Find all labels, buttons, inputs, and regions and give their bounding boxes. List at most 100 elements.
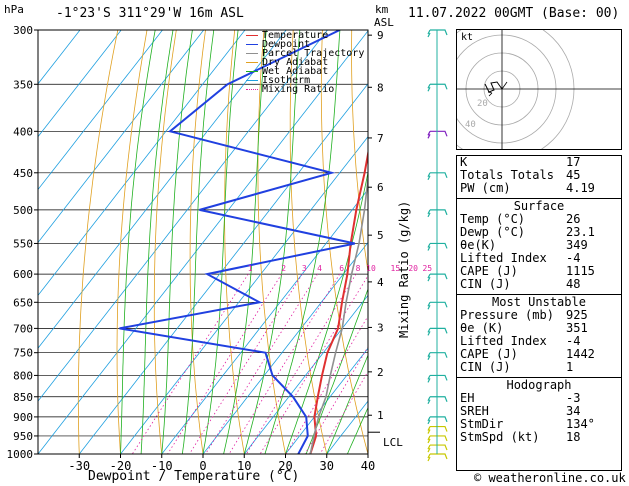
lcl-label: LCL xyxy=(383,436,403,449)
mu-value: -4 xyxy=(566,334,581,348)
legend-item: Parcel Trajectory xyxy=(246,49,364,59)
legend-item: Wet Adiabat xyxy=(246,67,364,77)
km-tick-label: 3 xyxy=(377,321,384,334)
mixing-ratio-line xyxy=(189,273,303,454)
hodo-value: 134° xyxy=(566,417,595,431)
surface-value: 26 xyxy=(566,212,581,226)
mu-label: θe (K) xyxy=(460,321,504,335)
km-axis-label: km xyxy=(375,3,389,16)
hodo-row: StmDir 134° xyxy=(457,418,621,431)
legend-swatch xyxy=(246,44,258,45)
surface-label: Lifted Index xyxy=(460,251,547,265)
index-row-k: K 17 xyxy=(457,156,621,169)
dry-adiabat-line xyxy=(189,30,206,454)
legend-label: Dewpoint xyxy=(262,39,311,50)
km-tick-label: 4 xyxy=(377,276,384,289)
isotherm-line xyxy=(161,188,368,454)
temperature-tick-label: 20 xyxy=(278,459,292,473)
temperature-tick-label: -10 xyxy=(151,459,173,473)
pressure-tick-label: 300 xyxy=(13,24,33,37)
km-tick-label: 8 xyxy=(377,81,384,94)
temperature-tick-label: -20 xyxy=(110,459,132,473)
wind-barb xyxy=(427,352,448,360)
legend-swatch xyxy=(246,35,258,36)
temperature-tick-label: 10 xyxy=(237,459,251,473)
surface-label: CIN (J) xyxy=(460,277,511,291)
wind-barb xyxy=(427,374,448,383)
hpa-axis-label: hPa xyxy=(4,3,24,16)
pressure-tick-label: 900 xyxy=(13,411,33,424)
surface-value: 23.1 xyxy=(566,225,595,239)
mixing-ratio-line xyxy=(285,315,368,454)
mixing-ratio-line xyxy=(304,346,368,454)
hodograph-kt-label: kt xyxy=(461,32,473,43)
mu-label: Lifted Index xyxy=(460,334,547,348)
hodo-label: SREH xyxy=(460,404,489,418)
isotherm-line xyxy=(285,347,368,454)
dry-adiabat-line xyxy=(320,30,368,454)
mu-value: 1442 xyxy=(566,347,595,361)
index-label: K xyxy=(460,155,468,169)
dry-adiabat-line xyxy=(351,30,368,275)
legend-swatch xyxy=(246,80,258,81)
wind-barb xyxy=(427,416,448,425)
isotherm-line xyxy=(38,30,246,297)
surface-table: Temp (°C) 26 Dewp (°C) 23.1 θe(K) 349 Lifte… xyxy=(457,213,621,291)
profile-dewpoint xyxy=(119,30,356,454)
hodo-value: -3 xyxy=(566,391,581,405)
mixing-ratio-axis-title: Mixing Ratio (g/kg) xyxy=(397,200,411,338)
mixing-ratio-label: 1 xyxy=(248,264,253,273)
profile-parcel-trajectory xyxy=(309,172,368,454)
dry-adiabat-line xyxy=(116,30,148,454)
surface-section-title: Surface xyxy=(457,198,621,213)
wind-barb xyxy=(427,130,448,139)
wind-barb xyxy=(427,425,448,434)
km-tick-label: 7 xyxy=(377,132,384,145)
index-value: 45 xyxy=(566,168,581,182)
pressure-tick-label: 750 xyxy=(13,347,33,360)
pressure-tick-label: 500 xyxy=(13,204,33,217)
pressure-tick-label: 550 xyxy=(13,237,33,250)
most-unstable-section-title: Most Unstable xyxy=(457,294,621,309)
pressure-tick-label: 400 xyxy=(13,125,33,138)
wind-barb xyxy=(427,172,448,181)
surface-value: 349 xyxy=(566,238,588,252)
pressure-tick-label: 350 xyxy=(13,78,33,91)
surface-label: Dewp (°C) xyxy=(460,225,526,239)
km-tick-label: 6 xyxy=(377,181,384,194)
hodograph-plot: kt 20 40 xyxy=(457,30,621,149)
datetime-title: 11.07.2022 00GMT (Base: 00) xyxy=(408,6,620,21)
temperature-tick-label: -30 xyxy=(68,459,90,473)
pressure-tick-label: 450 xyxy=(13,167,33,180)
surface-label: CAPE (J) xyxy=(460,264,518,278)
temperature-tick-label: 0 xyxy=(199,459,206,473)
pressure-tick-label: 950 xyxy=(13,430,33,443)
isotherm-line xyxy=(120,136,368,454)
hodo-label: StmDir xyxy=(460,417,504,431)
mixing-ratio-label: 15 xyxy=(391,264,401,273)
wind-barb xyxy=(427,327,448,336)
isotherm-line xyxy=(38,30,163,191)
isotherm-line xyxy=(38,30,205,244)
legend-item: Temperature xyxy=(246,31,364,41)
pressure-tick-label: 650 xyxy=(13,296,33,309)
pressure-tick-label: 850 xyxy=(13,391,33,404)
pressure-tick-label: 1000 xyxy=(7,448,34,461)
isotherm-line xyxy=(78,83,368,454)
surface-row: CIN (J) 48 xyxy=(457,278,621,291)
hodo-row: StmSpd (kt) 18 xyxy=(457,431,621,444)
hodo-value: 18 xyxy=(566,430,581,444)
mixing-ratio-line xyxy=(228,273,341,454)
wind-barb xyxy=(427,444,448,453)
mixing-ratio-line xyxy=(131,273,249,454)
mixing-ratio-line xyxy=(205,273,318,454)
isotherm-line xyxy=(38,30,81,85)
surface-label: θe(K) xyxy=(460,238,497,252)
indices-panel: K 17 Totals Totals 45 PW (cm) 4.19 Surface … xyxy=(456,155,622,471)
index-value: 4.19 xyxy=(566,181,595,195)
dry-adiabat-line xyxy=(153,30,177,454)
hodograph-ring-40: 40 xyxy=(465,120,476,130)
mixing-ratio-label: 2 xyxy=(281,264,286,273)
